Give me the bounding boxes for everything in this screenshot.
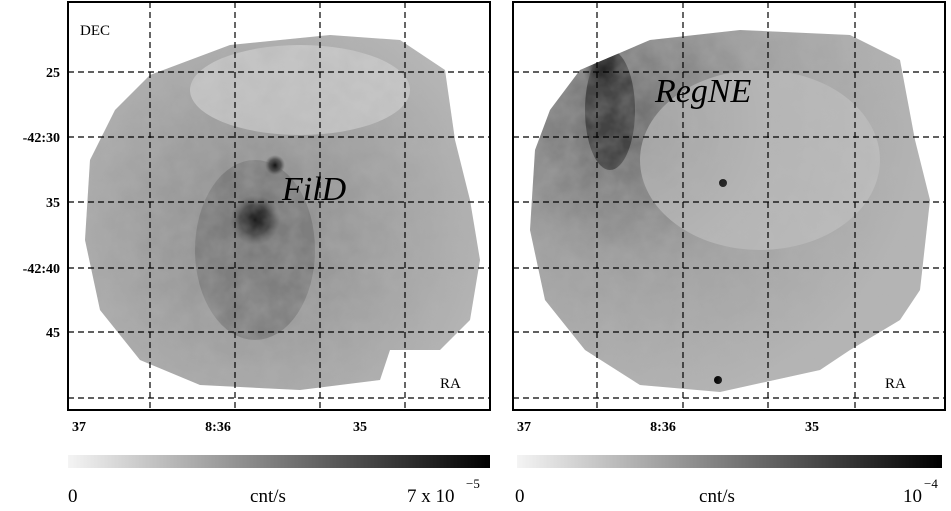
- dec-tick: 45: [46, 326, 60, 341]
- colorbar-exponent: −5: [466, 476, 480, 491]
- dec-tick: -42:40: [23, 262, 60, 277]
- ra-tick: 37: [72, 420, 86, 435]
- panel: RA RegNE 37 8:36 35 0 cnt/s 10 −4: [513, 2, 945, 507]
- annotation: RegNE: [654, 73, 752, 110]
- colorbar-unit: cnt/s: [699, 486, 735, 507]
- colorbar-max: 7 x 10: [407, 486, 455, 507]
- ra-tick: 8:36: [205, 420, 231, 435]
- ra-tick: 8:36: [650, 420, 676, 435]
- dec-tick: 25: [46, 66, 60, 81]
- axis-label: DEC: [80, 23, 110, 39]
- colorbar-min: 0: [68, 486, 78, 507]
- dec-tick: 35: [46, 196, 60, 211]
- colorbar-unit: cnt/s: [250, 486, 286, 507]
- axis-label: RA: [440, 376, 461, 392]
- colorbar: [68, 455, 490, 468]
- colorbar-exponent: −4: [924, 476, 938, 491]
- annotation: FilD: [281, 171, 347, 208]
- colorbar: [517, 455, 942, 468]
- colorbar-min: 0: [515, 486, 525, 507]
- ra-tick: 35: [353, 420, 367, 435]
- ra-tick: 35: [805, 420, 819, 435]
- ra-tick: 37: [517, 420, 531, 435]
- colorbar-max: 10: [903, 486, 922, 507]
- axis-label: RA: [885, 376, 906, 392]
- dec-tick: -42:30: [23, 131, 60, 146]
- figure: DEC RA FilD 25 -42:30 35 -42:40 45 37 8:…: [0, 0, 951, 511]
- panel: DEC RA FilD 25 -42:30 35 -42:40 45 37 8:…: [23, 2, 490, 507]
